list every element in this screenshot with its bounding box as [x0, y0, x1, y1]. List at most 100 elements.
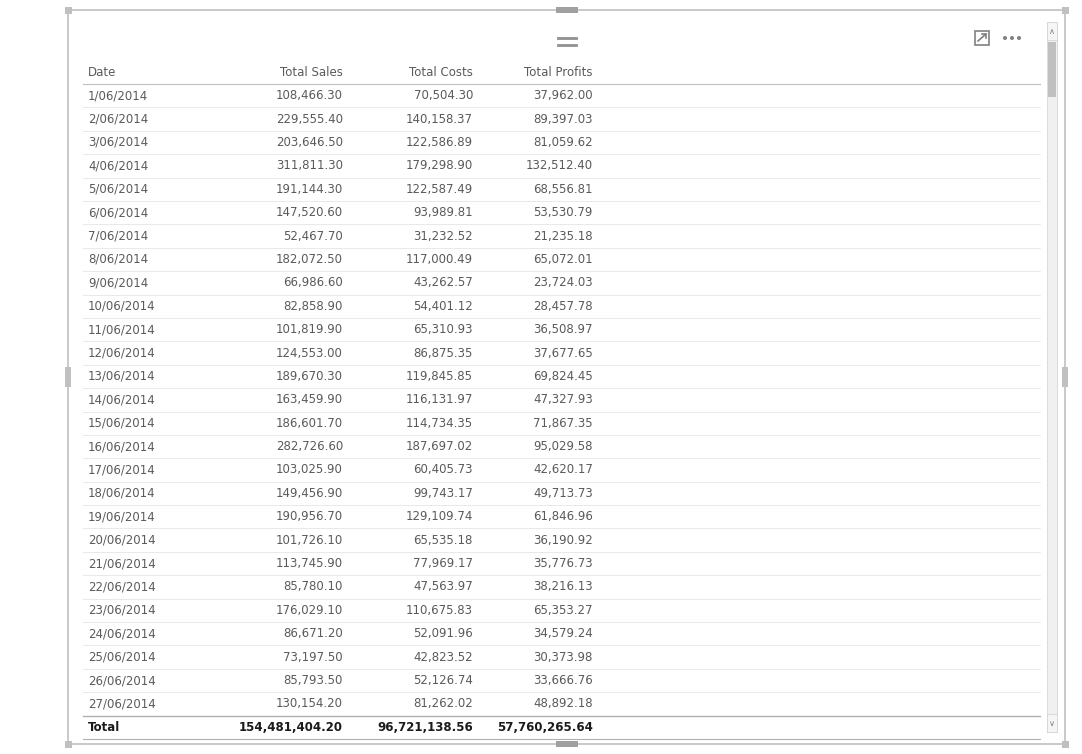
Text: 176,029.10: 176,029.10 — [276, 604, 343, 617]
Text: Date: Date — [88, 66, 117, 79]
Bar — [1061, 7, 1069, 14]
Text: Total: Total — [88, 721, 120, 734]
Text: 24/06/2014: 24/06/2014 — [88, 627, 156, 640]
Text: 8/06/2014: 8/06/2014 — [88, 253, 148, 266]
Text: 311,811.30: 311,811.30 — [276, 159, 343, 173]
Bar — [1047, 714, 1057, 732]
Text: 49,713.73: 49,713.73 — [533, 487, 593, 500]
Bar — [1047, 22, 1057, 40]
Text: 36,508.97: 36,508.97 — [533, 323, 593, 336]
Text: Total Costs: Total Costs — [409, 66, 473, 79]
Text: 61,846.96: 61,846.96 — [533, 510, 593, 523]
Text: 191,144.30: 191,144.30 — [276, 182, 343, 196]
Text: 163,459.90: 163,459.90 — [276, 394, 343, 406]
Text: 20/06/2014: 20/06/2014 — [88, 534, 156, 547]
Text: 10/06/2014: 10/06/2014 — [88, 300, 156, 313]
Circle shape — [1003, 36, 1007, 40]
Text: 65,535.18: 65,535.18 — [413, 534, 473, 547]
Text: 38,216.13: 38,216.13 — [533, 581, 593, 593]
Bar — [1063, 367, 1068, 387]
Text: 85,780.10: 85,780.10 — [283, 581, 343, 593]
Text: 147,520.60: 147,520.60 — [276, 206, 343, 219]
Bar — [1048, 42, 1056, 97]
Text: ∧: ∧ — [1048, 26, 1055, 35]
Text: 108,466.30: 108,466.30 — [276, 89, 343, 103]
Text: 47,327.93: 47,327.93 — [533, 394, 593, 406]
Text: 25/06/2014: 25/06/2014 — [88, 651, 156, 664]
Text: 36,190.92: 36,190.92 — [533, 534, 593, 547]
Text: 117,000.49: 117,000.49 — [406, 253, 473, 266]
Text: 14/06/2014: 14/06/2014 — [88, 394, 156, 406]
Circle shape — [1017, 36, 1021, 40]
Text: 89,397.03: 89,397.03 — [533, 112, 593, 126]
Text: 21/06/2014: 21/06/2014 — [88, 557, 156, 570]
Text: 33,666.76: 33,666.76 — [533, 674, 593, 687]
Text: 119,845.85: 119,845.85 — [406, 370, 473, 383]
Text: 12/06/2014: 12/06/2014 — [88, 347, 156, 360]
Text: 15/06/2014: 15/06/2014 — [88, 417, 156, 430]
Text: 19/06/2014: 19/06/2014 — [88, 510, 156, 523]
Text: 47,563.97: 47,563.97 — [413, 581, 473, 593]
Text: 71,867.35: 71,867.35 — [533, 417, 593, 430]
Bar — [65, 367, 71, 387]
Text: 52,091.96: 52,091.96 — [413, 627, 473, 640]
Circle shape — [1010, 36, 1014, 40]
Text: 34,579.24: 34,579.24 — [533, 627, 593, 640]
Text: 1/06/2014: 1/06/2014 — [88, 89, 148, 103]
Text: 52,467.70: 52,467.70 — [283, 229, 343, 243]
Text: 114,734.35: 114,734.35 — [406, 417, 473, 430]
Text: 2/06/2014: 2/06/2014 — [88, 112, 148, 126]
Text: ∨: ∨ — [1048, 719, 1055, 728]
Text: 129,109.74: 129,109.74 — [406, 510, 473, 523]
Text: 86,875.35: 86,875.35 — [413, 347, 473, 360]
Text: 73,197.50: 73,197.50 — [283, 651, 343, 664]
Text: 85,793.50: 85,793.50 — [283, 674, 343, 687]
Text: 69,824.45: 69,824.45 — [533, 370, 593, 383]
Text: 186,601.70: 186,601.70 — [276, 417, 343, 430]
Bar — [1047, 22, 1057, 732]
Text: 179,298.90: 179,298.90 — [406, 159, 473, 173]
Text: 132,512.40: 132,512.40 — [526, 159, 593, 173]
Text: 23/06/2014: 23/06/2014 — [88, 604, 156, 617]
Text: 124,553.00: 124,553.00 — [276, 347, 343, 360]
Text: 99,743.17: 99,743.17 — [413, 487, 473, 500]
Text: 149,456.90: 149,456.90 — [276, 487, 343, 500]
Text: 27/06/2014: 27/06/2014 — [88, 697, 156, 710]
Text: 93,989.81: 93,989.81 — [413, 206, 473, 219]
Text: 37,962.00: 37,962.00 — [533, 89, 593, 103]
Text: 140,158.37: 140,158.37 — [406, 112, 473, 126]
Text: 42,823.52: 42,823.52 — [413, 651, 473, 664]
Text: 37,677.65: 37,677.65 — [533, 347, 593, 360]
Text: 189,670.30: 189,670.30 — [276, 370, 343, 383]
Text: 101,819.90: 101,819.90 — [276, 323, 343, 336]
Text: 17/06/2014: 17/06/2014 — [88, 464, 156, 477]
Text: 203,646.50: 203,646.50 — [276, 136, 343, 149]
Text: 52,126.74: 52,126.74 — [413, 674, 473, 687]
Text: 113,745.90: 113,745.90 — [276, 557, 343, 570]
Text: 86,671.20: 86,671.20 — [283, 627, 343, 640]
Text: 116,131.97: 116,131.97 — [406, 394, 473, 406]
Text: 77,969.17: 77,969.17 — [413, 557, 473, 570]
Text: 6/06/2014: 6/06/2014 — [88, 206, 148, 219]
Text: 65,072.01: 65,072.01 — [533, 253, 593, 266]
Text: 21,235.18: 21,235.18 — [533, 229, 593, 243]
Text: 190,956.70: 190,956.70 — [276, 510, 343, 523]
Bar — [555, 7, 578, 13]
Text: 122,586.89: 122,586.89 — [406, 136, 473, 149]
Text: 53,530.79: 53,530.79 — [533, 206, 593, 219]
Text: 81,059.62: 81,059.62 — [533, 136, 593, 149]
Text: 65,310.93: 65,310.93 — [413, 323, 473, 336]
Text: 26/06/2014: 26/06/2014 — [88, 674, 156, 687]
Text: 96,721,138.56: 96,721,138.56 — [378, 721, 473, 734]
Text: 182,072.50: 182,072.50 — [276, 253, 343, 266]
Text: Total Sales: Total Sales — [280, 66, 343, 79]
Text: 95,029.58: 95,029.58 — [533, 440, 593, 453]
Text: 23,724.03: 23,724.03 — [533, 276, 593, 290]
Text: 31,232.52: 31,232.52 — [413, 229, 473, 243]
Text: 154,481,404.20: 154,481,404.20 — [239, 721, 343, 734]
Text: 7/06/2014: 7/06/2014 — [88, 229, 148, 243]
Text: 60,405.73: 60,405.73 — [413, 464, 473, 477]
Text: 9/06/2014: 9/06/2014 — [88, 276, 148, 290]
Text: 22/06/2014: 22/06/2014 — [88, 581, 156, 593]
Text: 82,858.90: 82,858.90 — [283, 300, 343, 313]
